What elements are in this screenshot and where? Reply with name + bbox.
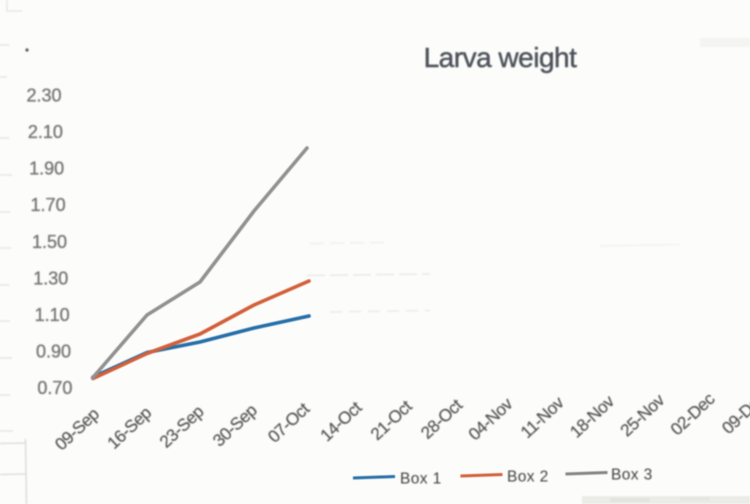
svg-text:1.90: 1.90 (29, 159, 64, 179)
svg-text:Box 2: Box 2 (507, 469, 549, 486)
svg-text:0.90: 0.90 (36, 342, 71, 362)
svg-text:Larva weight: Larva weight (424, 42, 577, 73)
svg-text:1.50: 1.50 (32, 232, 67, 252)
svg-text:2.10: 2.10 (28, 122, 63, 142)
svg-text:Box 3: Box 3 (611, 467, 653, 484)
svg-text:1.70: 1.70 (31, 195, 66, 215)
svg-text:1.10: 1.10 (35, 305, 70, 325)
svg-text:2.30: 2.30 (26, 85, 61, 105)
svg-text:1.30: 1.30 (33, 268, 68, 288)
svg-text:Box 1: Box 1 (400, 471, 442, 488)
svg-text:0.70: 0.70 (37, 378, 72, 398)
